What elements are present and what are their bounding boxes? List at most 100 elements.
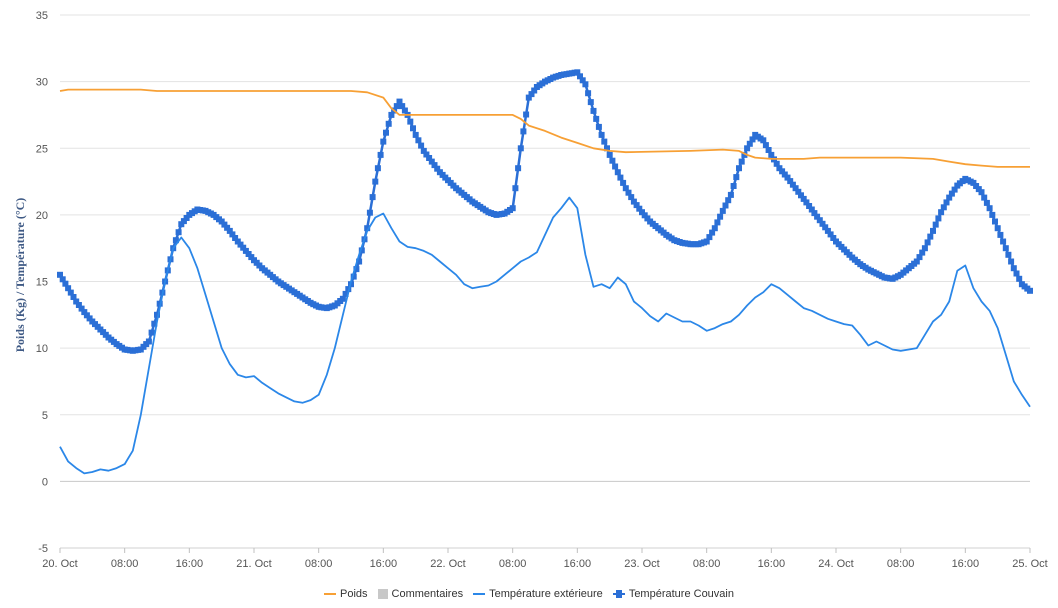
data-point — [722, 202, 729, 209]
data-point — [736, 165, 742, 172]
data-point — [617, 174, 624, 181]
data-point — [585, 90, 592, 97]
data-point — [229, 231, 236, 238]
data-point — [970, 179, 977, 186]
data-point — [372, 178, 379, 185]
data-point — [992, 218, 998, 225]
data-point — [240, 244, 247, 251]
data-point — [385, 120, 392, 127]
data-point — [598, 131, 605, 138]
data-point — [358, 247, 365, 254]
data-point — [1002, 245, 1009, 252]
data-point — [787, 178, 794, 185]
data-point — [399, 103, 406, 110]
x-tick-label: 08:00 — [305, 558, 333, 570]
data-point — [927, 233, 934, 240]
data-point — [221, 221, 228, 228]
legend: Poids Commentaires Température extérieure T… — [0, 588, 1058, 600]
data-point — [604, 145, 610, 152]
data-point — [178, 221, 185, 228]
legend-box-icon — [377, 589, 388, 599]
data-point — [248, 254, 255, 261]
data-point — [633, 202, 640, 209]
data-point — [614, 169, 621, 176]
data-point — [595, 123, 602, 130]
data-point — [412, 131, 419, 138]
data-point — [779, 168, 786, 175]
data-point — [975, 186, 982, 193]
data-point — [75, 302, 82, 308]
data-point — [78, 305, 85, 312]
data-point — [366, 209, 373, 216]
y-tick-label: 0 — [42, 476, 48, 488]
x-tick-label: 16:00 — [176, 558, 204, 570]
data-point — [148, 329, 155, 336]
data-point — [641, 212, 648, 219]
y-tick-label: 5 — [42, 410, 48, 422]
data-point — [579, 77, 586, 84]
series-line — [59, 196, 1031, 475]
data-point — [234, 238, 241, 245]
x-axis-ticks: 20. Oct 08:00 16:00 21. Oct 08:00 16:00 22. Oc… — [42, 547, 1048, 570]
legend-label: Poids — [340, 588, 368, 600]
data-point — [978, 189, 985, 196]
data-point — [986, 205, 993, 212]
data-point — [364, 225, 371, 232]
data-point — [1013, 270, 1020, 277]
data-point — [342, 290, 349, 297]
data-point — [57, 271, 63, 278]
x-tick-label: 08:00 — [111, 558, 139, 570]
legend-line-icon — [473, 593, 486, 595]
data-point — [512, 185, 519, 192]
x-tick-label: 16:00 — [370, 558, 398, 570]
data-point — [593, 115, 600, 122]
data-point — [827, 231, 834, 238]
data-point — [930, 227, 936, 234]
data-point — [434, 165, 441, 172]
data-point — [760, 137, 767, 144]
data-point — [531, 87, 538, 94]
x-tick-label: 16:00 — [758, 558, 786, 570]
data-point — [609, 157, 616, 164]
y-tick-label: 10 — [36, 343, 48, 355]
data-point — [717, 213, 724, 220]
data-point — [218, 218, 225, 225]
legend-label: Température Couvain — [628, 588, 734, 600]
y-tick-label: 20 — [36, 210, 48, 222]
data-point — [776, 165, 783, 172]
data-point — [636, 205, 643, 212]
data-point — [582, 81, 589, 88]
legend-item-commentaires[interactable]: Commentaires — [377, 588, 463, 600]
legend-item-temp-rature-couvain[interactable]: Température Couvain — [612, 588, 734, 600]
data-point — [410, 125, 416, 132]
data-point — [175, 229, 182, 236]
data-point — [528, 91, 535, 98]
data-point — [587, 99, 594, 106]
series-temp-rature-couvain — [57, 69, 1033, 354]
data-point — [921, 245, 928, 252]
data-point — [245, 251, 252, 257]
data-point — [792, 185, 799, 192]
legend-item-temp-rature-ext-rieure[interactable]: Température extérieure — [473, 588, 603, 600]
data-point — [606, 151, 613, 158]
data-point — [83, 312, 90, 319]
data-point — [515, 165, 522, 172]
series-poids — [59, 88, 1030, 168]
x-tick-label: 22. Oct — [430, 558, 465, 570]
legend-item-poids[interactable]: Poids — [324, 588, 368, 600]
data-point — [86, 315, 93, 322]
x-tick-label: 24. Oct — [818, 558, 853, 570]
data-point — [919, 249, 926, 256]
data-point — [727, 191, 734, 198]
data-point — [226, 227, 233, 234]
data-point — [65, 285, 72, 292]
data-point — [709, 229, 716, 236]
data-point — [509, 205, 516, 212]
legend-label: Température extérieure — [489, 588, 603, 600]
data-point — [154, 311, 160, 318]
data-point — [746, 140, 753, 147]
data-point — [81, 309, 88, 316]
data-point — [523, 111, 530, 118]
data-point — [711, 225, 718, 232]
data-point — [630, 198, 637, 205]
